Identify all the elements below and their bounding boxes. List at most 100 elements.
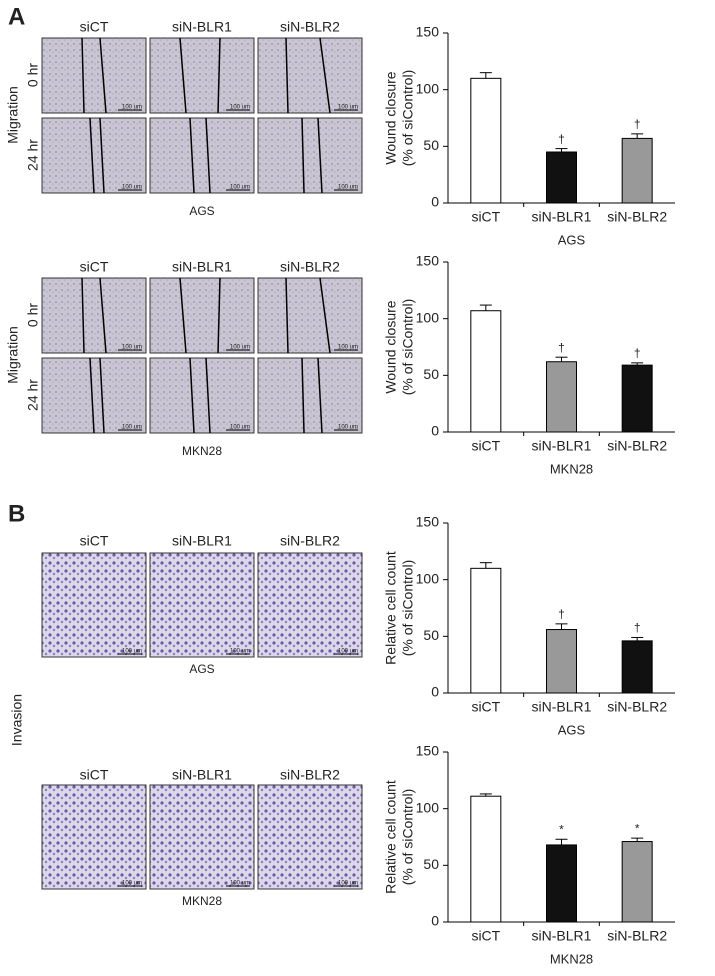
x-tick-label: siN-BLR1 <box>532 209 592 225</box>
x-tick-label: siN-BLR2 <box>607 928 667 944</box>
wound-edge <box>81 37 85 114</box>
y-axis-label: (% of siControl) <box>400 789 416 885</box>
micrograph <box>257 784 363 890</box>
x-tick-label: siN-BLR1 <box>532 438 592 454</box>
micrograph <box>257 277 363 354</box>
scale-bar-label: 100 um <box>338 425 358 431</box>
significance-mark: † <box>558 607 565 621</box>
condition-label: siN-BLR1 <box>172 259 232 275</box>
wound-edge <box>99 357 105 434</box>
scale-bar-label: 100 um <box>122 345 142 351</box>
scale-bar-label: 100 um <box>230 649 250 655</box>
time-label: 0 hr <box>25 63 41 87</box>
wound-edge <box>189 357 195 434</box>
panel-label: B <box>8 500 25 527</box>
wound-edge <box>285 277 289 354</box>
condition-label: siCT <box>80 259 109 275</box>
x-tick-label: siCT <box>471 699 500 715</box>
wound-edge <box>89 117 95 194</box>
micrograph <box>257 117 363 194</box>
scale-bar-label: 100 um <box>338 881 358 887</box>
row-label: Invasion <box>9 694 25 746</box>
y-tick-label: 50 <box>423 137 439 153</box>
significance-mark: † <box>634 346 641 360</box>
significance-mark: † <box>634 621 641 635</box>
y-tick-label: 0 <box>431 194 439 210</box>
condition-label: siCT <box>80 533 109 549</box>
scale-bar-label: 100 um <box>230 105 250 111</box>
micrograph <box>149 117 255 194</box>
time-label: 24 hr <box>25 379 41 411</box>
micrograph <box>257 37 363 114</box>
x-tick-label: siCT <box>471 438 500 454</box>
y-axis-label: (% of siControl) <box>400 560 416 656</box>
wound-edge <box>317 117 323 194</box>
micrograph <box>257 357 363 434</box>
y-tick-label: 50 <box>423 366 439 382</box>
wound-edge <box>301 357 305 434</box>
bar <box>621 364 653 433</box>
micrograph <box>41 37 147 114</box>
significance-mark: † <box>634 117 641 131</box>
y-tick-label: 150 <box>416 253 440 269</box>
condition-label: siCT <box>80 19 109 35</box>
wound-edge <box>217 37 221 114</box>
y-tick-label: 0 <box>431 423 439 439</box>
x-axis-label: MKN28 <box>550 951 593 966</box>
significance-mark: † <box>558 132 565 146</box>
y-tick-label: 0 <box>431 684 439 700</box>
y-axis-label: Wound closure <box>383 300 399 393</box>
bar <box>546 629 577 694</box>
y-tick-label: 100 <box>416 309 440 325</box>
y-tick-label: 100 <box>416 80 440 96</box>
x-axis-label: AGS <box>558 722 586 737</box>
y-axis-label: Relative cell count <box>383 551 399 665</box>
cell-line-label: AGS <box>189 662 214 676</box>
wound-edge <box>205 357 211 434</box>
scale-bar-label: 100 um <box>122 185 142 191</box>
micrograph <box>149 784 255 890</box>
micrograph <box>41 552 147 658</box>
wound-edge <box>179 277 187 354</box>
y-axis-label: Relative cell count <box>383 780 399 894</box>
condition-label: siN-BLR2 <box>280 259 340 275</box>
scale-bar-label: 100 um <box>338 649 358 655</box>
x-tick-label: siCT <box>471 209 500 225</box>
x-tick-label: siN-BLR1 <box>532 699 592 715</box>
wound-edge <box>205 117 211 194</box>
wound-edge <box>317 357 323 434</box>
condition-label: siN-BLR1 <box>172 767 232 783</box>
wound-edge <box>217 277 221 354</box>
wound-edge <box>81 277 85 354</box>
scale-bar-label: 100 um <box>122 649 142 655</box>
wound-edge <box>285 37 289 114</box>
micrograph <box>149 552 255 658</box>
condition-label: siN-BLR2 <box>280 767 340 783</box>
wound-edge <box>99 277 107 354</box>
time-label: 0 hr <box>25 303 41 327</box>
y-tick-label: 100 <box>416 570 440 586</box>
row-label: Migration <box>5 326 21 384</box>
wound-edge <box>301 117 305 194</box>
bar <box>621 640 653 694</box>
significance-mark: * <box>559 822 564 836</box>
x-tick-label: siN-BLR2 <box>607 209 667 225</box>
y-axis-label: (% of siControl) <box>400 70 416 166</box>
cell-line-label: AGS <box>189 204 214 218</box>
x-tick-label: siN-BLR1 <box>532 928 592 944</box>
y-axis-label: Wound closure <box>383 71 399 164</box>
scale-bar-label: 100 um <box>230 185 250 191</box>
micrograph <box>149 277 255 354</box>
x-tick-label: siCT <box>471 928 500 944</box>
scale-bar-label: 100 um <box>338 345 358 351</box>
x-tick-label: siN-BLR2 <box>607 438 667 454</box>
bar <box>470 310 502 433</box>
y-tick-label: 150 <box>416 743 440 759</box>
scale-bar-label: 100 um <box>338 185 358 191</box>
condition-label: siN-BLR2 <box>280 533 340 549</box>
bar <box>470 567 502 694</box>
micrograph <box>41 784 147 890</box>
x-axis-label: AGS <box>558 232 586 247</box>
wound-edge <box>319 37 331 114</box>
condition-label: siN-BLR2 <box>280 19 340 35</box>
